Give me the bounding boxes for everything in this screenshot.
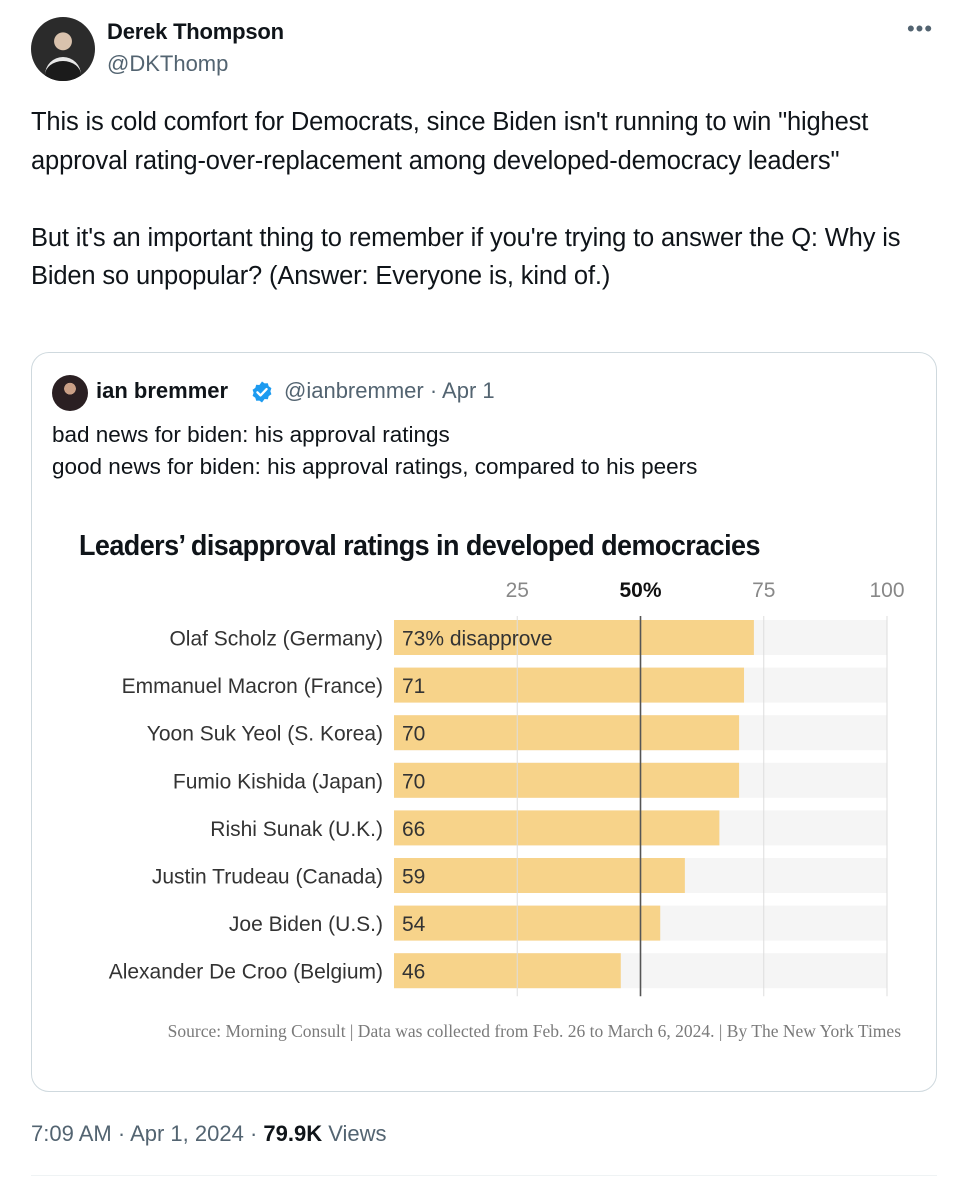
bar-value-label: 70 <box>402 770 425 793</box>
quoted-tweet-meta[interactable]: @ianbremmer · Apr 1 <box>284 378 495 403</box>
author-name[interactable]: Derek Thompson <box>107 19 284 44</box>
category-label: Fumio Kishida (Japan) <box>173 770 383 793</box>
views-count: 79.9K <box>263 1121 323 1146</box>
bar <box>394 953 621 989</box>
tweet-date[interactable]: Apr 1, 2024 <box>130 1121 244 1146</box>
bar <box>394 810 720 846</box>
author-handle[interactable]: @DKThomp <box>107 51 229 76</box>
quoted-tweet-card[interactable]: ian bremmer @ianbremmer · Apr 1 bad news… <box>31 352 937 1092</box>
bar-value-label: 70 <box>402 723 425 746</box>
tweet-meta: 7:09 AM · Apr 1, 2024 · 79.9K Views <box>31 1121 387 1147</box>
tweet-time[interactable]: 7:09 AM <box>31 1121 112 1146</box>
bar-value-label: 66 <box>402 818 425 841</box>
bar-value-label: 73% disapprove <box>402 628 553 651</box>
category-label: Rishi Sunak (U.K.) <box>210 818 383 841</box>
more-options-icon[interactable]: ••• <box>906 16 934 41</box>
chart-source: Source: Morning Consult | Data was colle… <box>167 1021 901 1041</box>
tweet-text: This is cold comfort for Democrats, sinc… <box>31 108 901 290</box>
x-tick-label: 100 <box>869 579 904 602</box>
verified-check <box>256 387 268 397</box>
bar-value-label: 59 <box>402 866 425 889</box>
verified-badge-icon <box>252 381 272 403</box>
x-tick-label: 25 <box>506 579 529 602</box>
category-label: Joe Biden (U.S.) <box>229 913 383 936</box>
divider <box>31 1175 937 1176</box>
category-label: Alexander De Croo (Belgium) <box>109 961 383 984</box>
category-label: Emmanuel Macron (France) <box>122 675 383 698</box>
meta-separator: · <box>249 1121 258 1146</box>
author-avatar[interactable] <box>31 17 95 81</box>
bar <box>394 667 745 703</box>
views-label: Views <box>328 1121 387 1146</box>
quoted-author-name[interactable]: ian bremmer <box>96 378 229 403</box>
bar-value-label: 71 <box>402 675 425 698</box>
bar <box>394 715 740 751</box>
bar <box>394 620 754 655</box>
category-label: Yoon Suk Yeol (S. Korea) <box>147 723 383 746</box>
quoted-author-avatar[interactable] <box>52 375 88 411</box>
meta-separator: · <box>117 1121 126 1146</box>
bar-value-label: 54 <box>402 913 426 936</box>
quoted-tweet-text: bad news for biden: his approval ratings… <box>52 422 698 479</box>
bar-value-label: 46 <box>402 961 425 984</box>
category-label: Justin Trudeau (Canada) <box>152 866 383 889</box>
chart-image[interactable]: Leaders’ disapproval ratings in develope… <box>31 510 937 1070</box>
category-label: Olaf Scholz (Germany) <box>169 628 383 651</box>
verified-badge-shape <box>252 381 272 403</box>
bar <box>394 905 661 941</box>
x-tick-label: 75 <box>752 579 775 602</box>
x-tick-label: 50% <box>619 579 661 602</box>
bar <box>394 762 740 798</box>
chart-title: Leaders’ disapproval ratings in develope… <box>79 530 760 562</box>
disapproval-bar-chart: 25 50% 75 100 Olaf Scholz (Germany) Emmanuel … <box>109 579 905 997</box>
bar <box>394 858 685 893</box>
